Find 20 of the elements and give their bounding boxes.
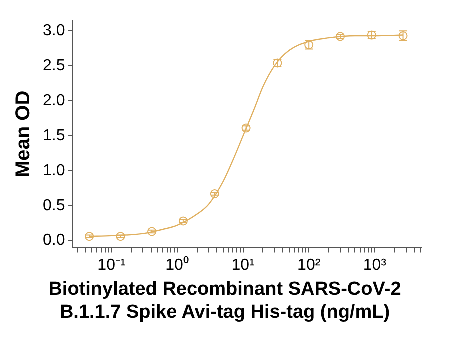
y-tick-label: 3.0: [42, 22, 66, 40]
y-tick-label: 2.0: [42, 92, 66, 110]
x-tick-label: 10¹: [232, 256, 255, 274]
x-axis-title: Biotinylated Recombinant SARS-CoV-2 B.1.1.7 Spike Avi-tag His-tag (ng/mL): [48, 278, 402, 324]
point: [178, 216, 188, 226]
point: [336, 32, 345, 42]
y-tick-label: 1.0: [42, 162, 66, 180]
x-tick-label: 10²: [298, 256, 322, 274]
point: [116, 232, 126, 242]
x-tick-label: 10³: [363, 256, 388, 274]
y-tick-label: 0.0: [42, 232, 66, 250]
y-tick-label: 2.5: [42, 57, 66, 74]
y-tick-label: 0.5: [42, 197, 66, 214]
point: [148, 227, 157, 236]
y-axis-title: Mean OD: [12, 90, 35, 178]
x-tick-label: 10⁰: [166, 256, 190, 274]
y-tick-label: 1.5: [42, 127, 66, 144]
point: [210, 189, 220, 198]
point: [242, 124, 251, 133]
x-tick-label: 10⁻¹: [98, 256, 126, 274]
